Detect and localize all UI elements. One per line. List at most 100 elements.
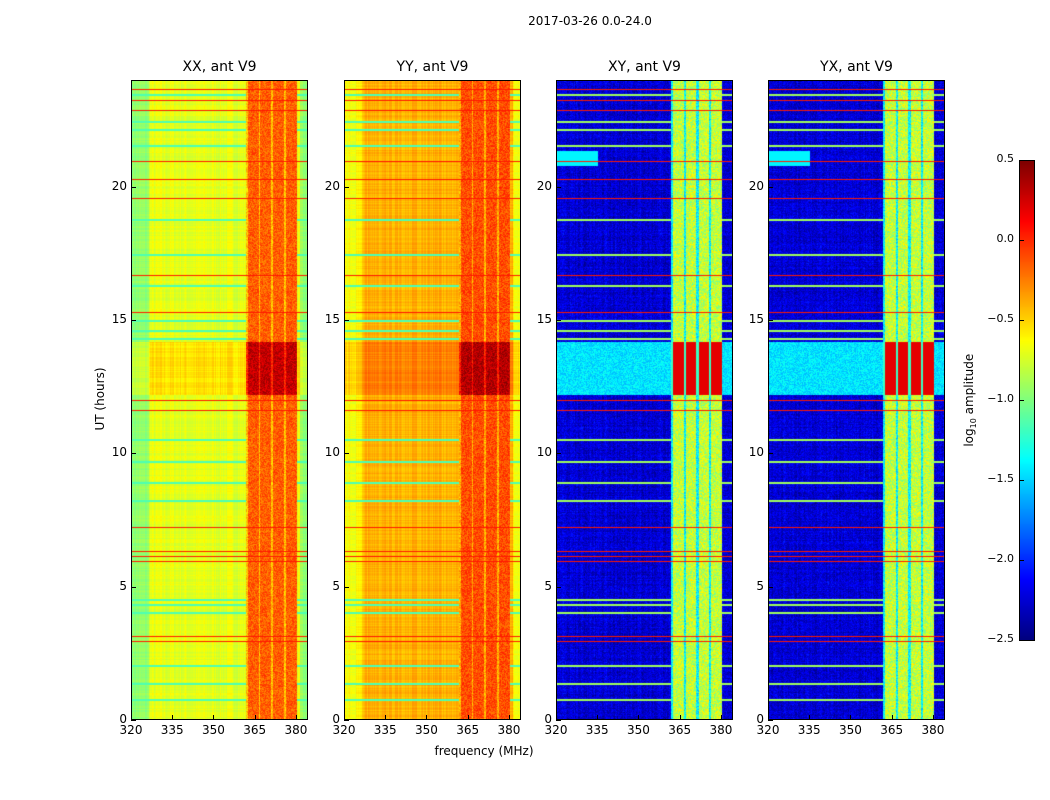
- x-tick-label: 320: [119, 723, 143, 737]
- x-tick-mark: [850, 715, 852, 720]
- heatmap-panel-xx: [131, 80, 308, 720]
- y-tick-mark: [131, 186, 136, 188]
- x-tick-mark: [426, 715, 428, 720]
- x-tick-label: 350: [202, 723, 225, 737]
- x-tick-mark: [295, 715, 297, 720]
- colorbar-tick-mark: [1020, 480, 1024, 481]
- colorbar-tick-label: −2.0: [987, 552, 1014, 565]
- x-tick-mark: [932, 715, 934, 720]
- y-tick-mark: [131, 453, 136, 455]
- y-tick-label: 10: [536, 445, 552, 460]
- x-axis-label: frequency (MHz): [434, 744, 534, 758]
- x-tick-mark: [131, 715, 132, 720]
- colorbar-tick-mark: [1020, 240, 1024, 241]
- y-tick-label: 10: [748, 445, 764, 460]
- x-tick-label: 320: [756, 723, 780, 737]
- heatmap-image: [132, 81, 307, 719]
- heatmap-panel-yy: [344, 80, 521, 720]
- y-tick-label: 0: [544, 712, 552, 726]
- x-tick-label: 320: [544, 723, 568, 737]
- y-tick-label: 15: [536, 312, 552, 326]
- y-tick-label: 20: [111, 178, 127, 193]
- colorbar-tick-mark: [1020, 640, 1024, 641]
- x-tick-label: 380: [921, 723, 945, 737]
- y-tick-label: 5: [332, 578, 340, 593]
- y-tick-mark: [556, 720, 561, 721]
- y-tick-label: 5: [119, 578, 127, 593]
- y-tick-mark: [344, 320, 349, 321]
- panel-title: XY, ant V9: [608, 59, 681, 75]
- x-tick-mark: [768, 715, 769, 720]
- x-tick-mark: [891, 715, 893, 720]
- colorbar-tick-label: −1.0: [987, 392, 1014, 405]
- x-tick-mark: [344, 715, 345, 720]
- y-tick-mark: [768, 320, 773, 321]
- x-tick-label: 335: [160, 723, 184, 737]
- x-tick-mark: [254, 715, 256, 720]
- x-tick-mark: [556, 715, 557, 720]
- x-tick-mark: [809, 715, 811, 720]
- colorbar-tick-label: −1.5: [987, 472, 1014, 485]
- colorbar-tick-label: −0.5: [987, 312, 1014, 325]
- x-tick-label: 365: [456, 723, 480, 737]
- heatmap-image: [769, 81, 944, 719]
- y-tick-mark: [344, 453, 349, 455]
- x-tick-label: 380: [284, 723, 308, 737]
- x-tick-label: 335: [585, 723, 609, 737]
- colorbar-tick-mark: [1020, 320, 1024, 321]
- y-tick-label: 15: [748, 312, 764, 326]
- y-tick-mark: [768, 586, 773, 588]
- y-tick-label: 15: [111, 312, 127, 326]
- x-tick-mark: [720, 715, 722, 720]
- heatmap-panel-xy: [556, 80, 733, 720]
- y-tick-label: 10: [111, 445, 127, 460]
- colorbar-tick-label: 0.0: [996, 232, 1015, 245]
- y-tick-label: 20: [748, 178, 764, 193]
- x-tick-label: 365: [668, 723, 692, 737]
- y-tick-mark: [768, 453, 773, 455]
- x-tick-label: 350: [415, 723, 438, 737]
- y-tick-label: 5: [756, 578, 764, 593]
- y-tick-mark: [556, 186, 561, 188]
- y-tick-mark: [344, 586, 349, 588]
- y-tick-mark: [344, 186, 349, 188]
- heatmap-panel-yx: [768, 80, 945, 720]
- y-tick-label: 0: [119, 712, 127, 726]
- y-tick-mark: [131, 720, 136, 721]
- figure-title: 2017-03-26 0.0-24.0: [528, 14, 652, 28]
- panel-title: YY, ant V9: [396, 59, 469, 75]
- x-tick-label: 335: [373, 723, 397, 737]
- x-tick-label: 335: [797, 723, 821, 737]
- colorbar: [1019, 160, 1035, 641]
- y-tick-label: 15: [324, 312, 340, 326]
- y-tick-mark: [556, 453, 561, 455]
- y-tick-mark: [768, 186, 773, 188]
- x-tick-label: 350: [627, 723, 650, 737]
- x-tick-mark: [385, 715, 387, 720]
- heatmap-image: [345, 81, 520, 719]
- x-tick-mark: [597, 715, 599, 720]
- x-tick-mark: [213, 715, 215, 720]
- colorbar-tick-label: 0.5: [996, 152, 1015, 165]
- y-tick-mark: [131, 586, 136, 588]
- x-tick-label: 350: [839, 723, 862, 737]
- x-tick-mark: [467, 715, 469, 720]
- x-tick-label: 365: [880, 723, 904, 737]
- x-tick-label: 380: [709, 723, 733, 737]
- y-tick-mark: [344, 720, 349, 721]
- y-tick-label: 0: [756, 712, 764, 726]
- y-tick-label: 5: [544, 578, 552, 593]
- x-tick-mark: [508, 715, 510, 720]
- x-tick-mark: [679, 715, 681, 720]
- y-axis-label: UT (hours): [93, 367, 107, 431]
- colorbar-tick-label: −2.5: [987, 632, 1014, 645]
- y-tick-mark: [768, 720, 773, 721]
- y-tick-label: 20: [324, 178, 340, 193]
- y-tick-mark: [556, 586, 561, 588]
- y-tick-label: 20: [536, 178, 552, 193]
- colorbar-gradient: [1020, 161, 1034, 640]
- x-tick-mark: [172, 715, 174, 720]
- panel-title: YX, ant V9: [820, 59, 893, 75]
- panel-title: XX, ant V9: [182, 59, 257, 75]
